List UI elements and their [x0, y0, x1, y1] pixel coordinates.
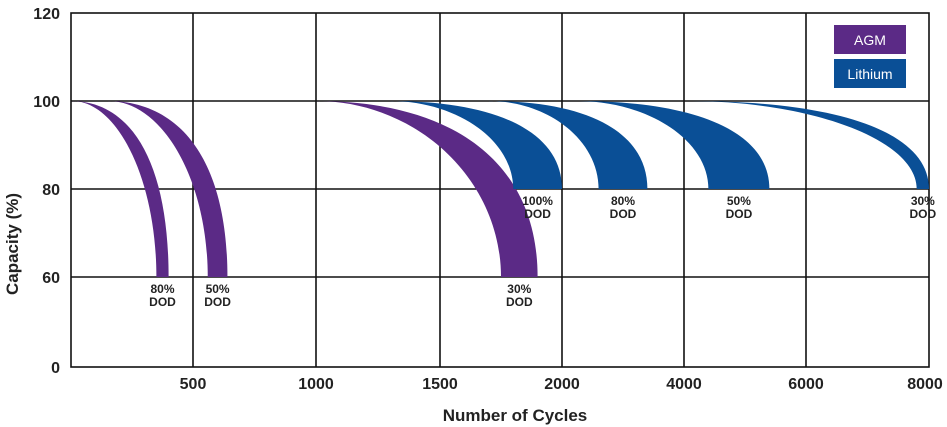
band-lithium	[577, 101, 770, 189]
legend-label: Lithium	[847, 66, 892, 82]
chart-dod-labels: 80%DOD50%DOD30%DOD100%DOD80%DOD50%DOD30%…	[149, 194, 936, 309]
band-agm	[71, 101, 169, 277]
band-agm	[316, 101, 538, 277]
y-tick-label: 100	[33, 94, 60, 111]
chart-ticks: 500 1000 1500 2000 4000 6000 8000 0 60 80 100 120	[33, 6, 943, 393]
dod-label-bottom: DOD	[524, 207, 551, 221]
x-axis-label: Number of Cycles	[443, 406, 588, 425]
dod-label-top: 100%	[522, 194, 553, 208]
y-tick-label: 120	[33, 6, 60, 23]
dod-label-bottom: DOD	[726, 207, 753, 221]
dod-label-bottom: DOD	[610, 207, 637, 221]
x-tick-label: 4000	[666, 376, 702, 393]
dod-label-bottom: DOD	[204, 295, 231, 309]
band-lithium	[488, 101, 648, 189]
x-tick-label: 6000	[788, 376, 824, 393]
band-agm	[107, 101, 228, 277]
legend-swatch	[834, 25, 906, 54]
dod-label-bottom: DOD	[910, 207, 937, 221]
y-tick-label: 60	[42, 270, 60, 287]
x-tick-label: 500	[180, 376, 207, 393]
legend-label: AGM	[854, 32, 886, 48]
x-tick-label: 2000	[544, 376, 580, 393]
band-lithium	[390, 101, 562, 189]
plot-frame	[70, 12, 930, 368]
dod-label-bottom: DOD	[149, 295, 176, 309]
legend-swatch	[834, 59, 906, 88]
y-tick-label: 80	[42, 182, 60, 199]
x-tick-label: 1500	[422, 376, 458, 393]
y-axis-label: Capacity (%)	[3, 193, 22, 295]
chart-bands	[71, 101, 929, 277]
dod-label-top: 30%	[911, 194, 935, 208]
dod-label-top: 80%	[150, 282, 174, 296]
dod-label-bottom: DOD	[506, 295, 533, 309]
x-tick-label: 8000	[907, 376, 943, 393]
dod-label-top: 50%	[727, 194, 751, 208]
x-tick-label: 1000	[298, 376, 334, 393]
y-tick-label: 0	[51, 360, 60, 377]
dod-label-top: 30%	[507, 282, 531, 296]
dod-label-top: 80%	[611, 194, 635, 208]
chart-legend: AGM Lithium	[834, 25, 906, 88]
dod-label-top: 50%	[206, 282, 230, 296]
